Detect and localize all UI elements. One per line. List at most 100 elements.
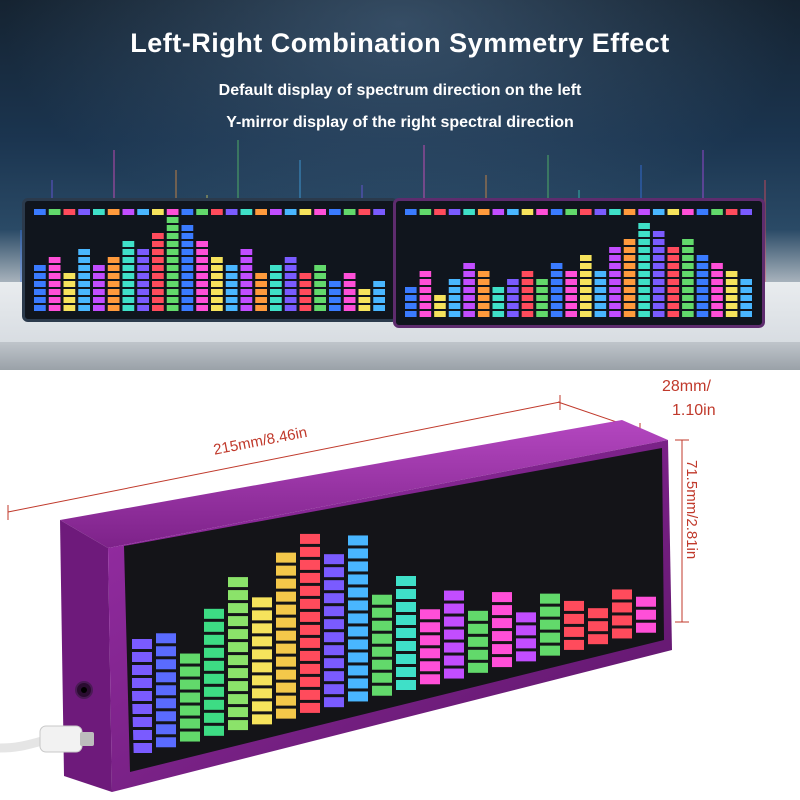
device-spectrum-segment <box>564 639 584 650</box>
spectrum-segment <box>122 297 135 303</box>
spectrum-segment <box>682 263 694 269</box>
device-spectrum-segment <box>324 671 344 682</box>
device-spectrum-segment <box>444 642 464 653</box>
spectrum-segment <box>521 303 534 309</box>
spectrum-segment <box>93 265 105 271</box>
spectrum-segment <box>507 311 519 317</box>
spectrum-segment <box>580 303 592 309</box>
device-spectrum-segment <box>156 698 176 709</box>
device-spectrum-segment <box>372 594 392 605</box>
device-spectrum-segment <box>348 639 368 650</box>
spectrum-segment <box>166 289 179 295</box>
spectrum-segment <box>623 287 636 293</box>
device-spectrum-segment <box>300 624 320 635</box>
spectrum-segment <box>358 289 371 295</box>
spectrum-segment <box>477 271 490 277</box>
peak-indicator <box>580 209 592 215</box>
device-spectrum-segment <box>324 632 344 643</box>
peak-indicator <box>477 209 490 215</box>
spectrum-segment <box>565 311 577 317</box>
device-spectrum-segment <box>396 680 416 690</box>
device-spectrum-segment <box>300 637 320 648</box>
device-spectrum-segment <box>420 609 440 620</box>
spectrum-segment <box>181 273 194 279</box>
spectrum-segment <box>536 311 548 317</box>
peak-indicator <box>565 209 577 215</box>
spectrum-segment <box>521 279 534 285</box>
spectrum-segment <box>682 303 694 309</box>
spectrum-segment <box>255 273 267 279</box>
spectrum-segment <box>122 305 135 311</box>
peak-indicator <box>594 209 607 215</box>
spectrum-segment <box>638 311 650 317</box>
spectrum-segment <box>137 297 149 303</box>
device-spectrum-segment <box>132 678 152 688</box>
spectrum-segment <box>107 305 120 311</box>
spectrum-segment <box>521 287 534 293</box>
device-spectrum-segment <box>492 592 512 603</box>
device-spectrum-segment <box>396 641 416 651</box>
dimension-height-label: 71.5mm/2.81in <box>683 460 700 560</box>
device-spectrum-segment <box>396 602 416 612</box>
spectrum-segment <box>152 257 164 263</box>
device-spectrum-segment <box>396 667 416 677</box>
device-spectrum-segment <box>564 600 584 611</box>
device-spectrum-segment <box>636 596 656 607</box>
peak-indicator <box>419 209 432 215</box>
spectrum-segment <box>284 297 297 303</box>
spectrum-segment <box>284 305 297 311</box>
device-spectrum-segment <box>396 589 416 599</box>
spectrum-segment <box>196 257 208 263</box>
spectrum-segment <box>652 231 665 237</box>
spectrum-segment <box>78 265 90 271</box>
spectrum-segment <box>152 265 164 271</box>
spectrum-segment <box>225 297 238 303</box>
device-spectrum-segment <box>348 587 368 598</box>
peak-indicator <box>78 209 90 215</box>
spectrum-segment <box>34 289 46 295</box>
spectrum-segment <box>638 263 650 269</box>
spectrum-segment <box>255 305 267 311</box>
spectrum-segment <box>696 287 709 293</box>
device-spectrum-segment <box>372 633 392 644</box>
spectrum-segment <box>696 255 709 261</box>
device-spectrum-segment <box>156 724 176 735</box>
spectrum-segment <box>122 257 135 263</box>
spectrum-segment <box>682 239 694 245</box>
spectrum-segment <box>329 305 341 311</box>
spectrum-segment <box>623 247 636 253</box>
spectrum-segment <box>419 295 432 301</box>
spectrum-segment <box>667 279 680 285</box>
peak-indicator <box>550 209 563 215</box>
device-spectrum-segment <box>204 608 224 619</box>
spectrum-segment <box>667 271 680 277</box>
spectrum-segment <box>507 287 519 293</box>
spectrum-segment <box>196 305 208 311</box>
device-spectrum-segment <box>612 589 632 600</box>
spectrum-segment <box>166 265 179 271</box>
spectrum-segment <box>93 297 105 303</box>
spectrum-segment <box>696 279 709 285</box>
peak-indicator <box>492 209 505 215</box>
spectrum-segment <box>405 295 417 301</box>
spectrum-segment <box>122 281 135 287</box>
device-spectrum-segment <box>228 707 248 718</box>
spectrum-segment <box>696 263 709 269</box>
device-spectrum-segment <box>588 634 608 645</box>
device-spectrum-segment <box>228 642 248 653</box>
spectrum-segment <box>405 287 417 293</box>
spectrum-segment <box>580 311 592 317</box>
spectrum-segment <box>477 279 490 285</box>
spectrum-segment <box>594 279 607 285</box>
spectrum-segment <box>638 279 650 285</box>
spectrum-segment <box>623 303 636 309</box>
device-spectrum-segment <box>300 559 320 570</box>
device-spectrum-segment <box>324 567 344 578</box>
spectrum-segment <box>48 289 61 295</box>
spectrum-segment <box>270 273 282 279</box>
spectrum-segment <box>196 289 208 295</box>
device-spectrum-segment <box>444 616 464 627</box>
light-streak <box>764 180 766 290</box>
spectrum-segment <box>725 295 738 301</box>
spectrum-segment <box>652 311 665 317</box>
